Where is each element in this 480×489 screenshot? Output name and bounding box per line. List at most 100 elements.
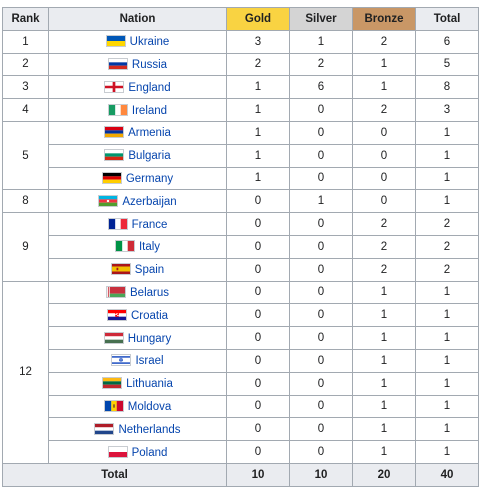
nation-cell: Netherlands [48, 417, 227, 442]
total-cell: 1 [415, 371, 479, 396]
total-header[interactable]: Total [415, 7, 479, 31]
croatia-flag-icon [106, 308, 127, 321]
nation-cell: Hungary [48, 326, 227, 350]
italy-flag-icon [114, 240, 135, 253]
silver-cell: 0 [289, 280, 353, 305]
nation-link[interactable]: Azerbaijan [122, 195, 177, 208]
gold-cell: 0 [226, 417, 290, 442]
bronze-cell: 1 [352, 394, 416, 419]
rank-cell: 2 [2, 52, 49, 77]
rank-cell: 4 [2, 98, 49, 122]
silver-cell: 0 [289, 394, 353, 419]
silver-header[interactable]: Silver [289, 7, 353, 31]
silver-cell: 6 [289, 75, 353, 100]
gold-cell: 1 [226, 98, 290, 122]
russia-flag-icon [107, 57, 128, 70]
nation-link[interactable]: Israel [135, 355, 164, 368]
nation-link[interactable]: Spain [134, 264, 165, 277]
nation-link[interactable]: Ukraine [129, 36, 170, 49]
bronze-cell: 2 [352, 29, 416, 54]
england-flag-icon [104, 80, 125, 93]
rank-header[interactable]: Rank [2, 7, 49, 31]
gold-cell: 0 [226, 440, 290, 464]
total-cell: 1 [415, 120, 479, 145]
poland-flag-icon [107, 445, 128, 458]
table-row: Hungary 0 0 1 1 [3, 326, 479, 350]
gold-header[interactable]: Gold [226, 7, 290, 31]
total-cell: 3 [415, 98, 479, 122]
totals-total: 40 [415, 462, 479, 487]
silver-cell: 0 [289, 212, 353, 236]
nation-link[interactable]: Moldova [127, 400, 172, 413]
bronze-cell: 0 [352, 120, 416, 145]
hungary-flag-icon [103, 331, 124, 344]
nation-cell: Spain [48, 257, 227, 282]
total-cell: 8 [415, 75, 479, 100]
table-row: Lithuania 0 0 1 1 [3, 371, 479, 396]
bronze-header[interactable]: Bronze [352, 7, 416, 31]
silver-cell: 0 [289, 348, 353, 373]
nation-link[interactable]: Poland [131, 446, 168, 459]
total-cell: 2 [415, 234, 479, 259]
table-row: 12 Belarus 0 0 1 1 [2, 280, 479, 464]
nation-link[interactable]: Belarus [130, 286, 169, 299]
total-cell: 1 [415, 326, 479, 350]
total-cell: 1 [415, 280, 479, 305]
bronze-cell: 1 [352, 348, 416, 373]
nation-link[interactable]: Lithuania [126, 378, 173, 391]
total-cell: 6 [415, 29, 479, 54]
silver-cell: 0 [289, 326, 353, 350]
gold-cell: 0 [226, 348, 290, 373]
nation-link[interactable]: Bulgaria [128, 150, 171, 163]
medal-table: Rank Nation Gold Silver Bronze Total 1 Uk… [2, 7, 479, 487]
nation-cell: Moldova [48, 394, 227, 419]
nation-cell: Ukraine [48, 29, 227, 54]
nation-link[interactable]: Ireland [131, 104, 168, 117]
total-cell: 1 [415, 417, 479, 442]
bronze-cell: 0 [352, 143, 416, 168]
rank-cell: 12 [2, 280, 49, 464]
nation-cell: Croatia [48, 303, 227, 328]
nation-header[interactable]: Nation [48, 7, 227, 31]
nation-cell: Ireland [48, 98, 227, 122]
bronze-cell: 2 [352, 257, 416, 282]
nation-link[interactable]: Netherlands [118, 423, 181, 436]
silver-cell: 0 [289, 440, 353, 464]
nation-link[interactable]: Armenia [128, 127, 171, 140]
table-row: 8 Azerbaijan 0 1 0 1 [2, 189, 479, 214]
nation-link[interactable]: France [131, 218, 168, 231]
rank-cell: 8 [2, 189, 49, 214]
nation-cell: Belarus [48, 280, 227, 305]
total-cell: 1 [415, 348, 479, 373]
bronze-cell: 1 [352, 417, 416, 442]
gold-cell: 0 [226, 212, 290, 236]
silver-cell: 0 [289, 303, 353, 328]
azerbaijan-flag-icon [98, 194, 119, 207]
gold-cell: 2 [226, 52, 290, 77]
nation-cell: Lithuania [48, 371, 227, 396]
table-row: 9 France 0 0 2 2 [2, 212, 479, 282]
nation-cell: Italy [48, 234, 227, 259]
bronze-cell: 1 [352, 303, 416, 328]
nation-cell: Germany [48, 166, 227, 191]
nation-cell: Bulgaria [48, 143, 227, 168]
table-row: 1 Ukraine 3 1 2 6 [2, 29, 479, 54]
table-row: Croatia 0 0 1 1 [3, 303, 479, 328]
nation-link[interactable]: Hungary [127, 332, 172, 345]
nation-cell: Azerbaijan [48, 189, 227, 214]
nation-link[interactable]: England [128, 81, 171, 94]
lithuania-flag-icon [102, 377, 123, 390]
total-cell: 1 [415, 394, 479, 419]
nation-link[interactable]: Germany [125, 172, 174, 185]
rank-cell: 3 [2, 75, 49, 100]
gold-cell: 1 [226, 166, 290, 191]
table-row: Israel 0 0 1 1 [3, 348, 479, 373]
rank-cell: 5 [2, 120, 49, 191]
nation-link[interactable]: Italy [138, 241, 161, 254]
nation-link[interactable]: Croatia [130, 309, 169, 322]
table-row: Bulgaria 1 0 0 1 [3, 143, 479, 168]
nation-link[interactable]: Russia [131, 58, 168, 71]
silver-cell: 0 [289, 166, 353, 191]
netherlands-flag-icon [94, 422, 115, 435]
total-cell: 1 [415, 303, 479, 328]
